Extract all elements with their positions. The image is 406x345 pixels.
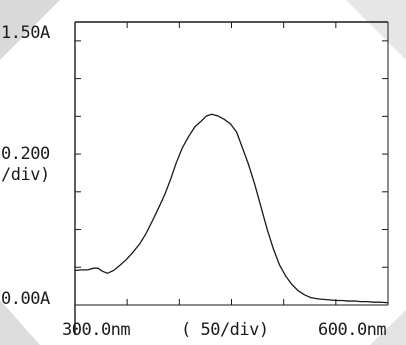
x-axis-min-label: 300.0nm (62, 320, 131, 340)
y-axis-max-label: 1.50A (1, 23, 50, 43)
absorbance-line (74, 113, 389, 304)
y-axis-min-label: 0.00A (1, 289, 50, 309)
plot-frame (74, 21, 389, 335)
y-axis-scale-label: 0.200 (1, 144, 50, 164)
axis-ticks (74, 22, 389, 306)
x-axis-max-label: 600.0nm (318, 320, 387, 340)
x-axis-scale-label: ( 50/div) (181, 320, 269, 340)
y-axis-unit-label: /div) (1, 165, 50, 185)
